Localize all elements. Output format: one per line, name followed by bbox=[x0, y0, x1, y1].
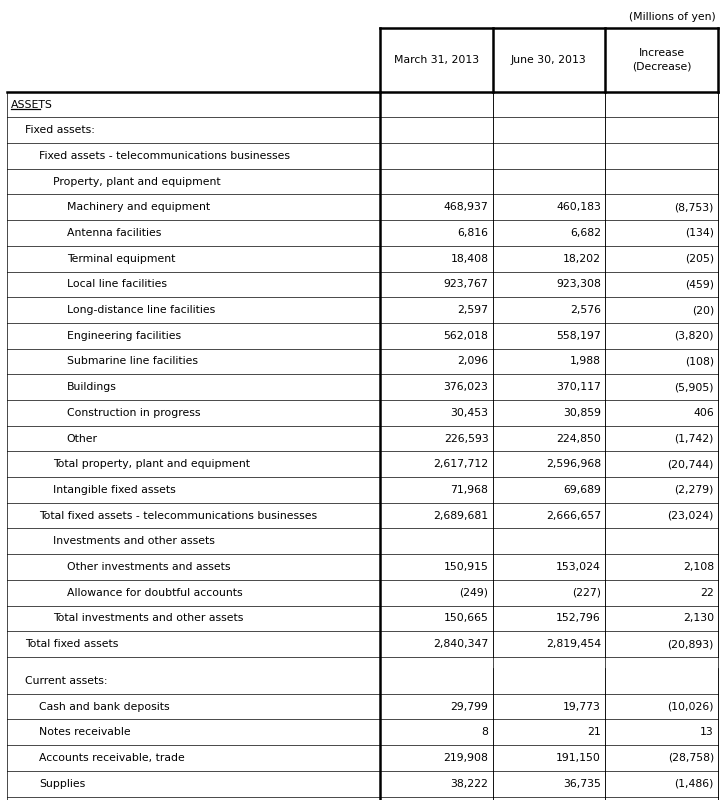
Text: 1,988: 1,988 bbox=[570, 357, 601, 366]
Text: 406: 406 bbox=[693, 408, 714, 418]
Text: 2,130: 2,130 bbox=[683, 614, 714, 623]
Text: 30,859: 30,859 bbox=[563, 408, 601, 418]
Text: (28,758): (28,758) bbox=[668, 753, 714, 763]
Text: Total investments and other assets: Total investments and other assets bbox=[53, 614, 243, 623]
Text: 22: 22 bbox=[700, 588, 714, 598]
Text: 18,408: 18,408 bbox=[450, 254, 489, 264]
Text: March 31, 2013: March 31, 2013 bbox=[394, 54, 479, 65]
Text: Current assets:: Current assets: bbox=[25, 676, 107, 686]
Text: 2,597: 2,597 bbox=[457, 305, 489, 315]
Text: 30,453: 30,453 bbox=[450, 408, 489, 418]
Text: Other investments and assets: Other investments and assets bbox=[67, 562, 230, 572]
Text: 153,024: 153,024 bbox=[556, 562, 601, 572]
Text: Other: Other bbox=[67, 434, 98, 443]
Text: 191,150: 191,150 bbox=[556, 753, 601, 763]
Text: (8,753): (8,753) bbox=[674, 202, 714, 212]
Text: 562,018: 562,018 bbox=[444, 330, 489, 341]
Text: Fixed assets:: Fixed assets: bbox=[25, 126, 95, 135]
Text: 2,666,657: 2,666,657 bbox=[546, 510, 601, 521]
Text: (3,820): (3,820) bbox=[674, 330, 714, 341]
Text: 69,689: 69,689 bbox=[563, 485, 601, 495]
Text: Terminal equipment: Terminal equipment bbox=[67, 254, 175, 264]
Text: 2,819,454: 2,819,454 bbox=[546, 639, 601, 649]
Text: (20,744): (20,744) bbox=[668, 459, 714, 470]
Text: ASSETS: ASSETS bbox=[11, 99, 53, 110]
Text: Engineering facilities: Engineering facilities bbox=[67, 330, 181, 341]
Text: 460,183: 460,183 bbox=[556, 202, 601, 212]
Text: 224,850: 224,850 bbox=[556, 434, 601, 443]
Text: Local line facilities: Local line facilities bbox=[67, 279, 167, 290]
Text: 6,682: 6,682 bbox=[570, 228, 601, 238]
Text: (108): (108) bbox=[685, 357, 714, 366]
Text: 150,665: 150,665 bbox=[444, 614, 489, 623]
Text: Construction in progress: Construction in progress bbox=[67, 408, 200, 418]
Text: Investments and other assets: Investments and other assets bbox=[53, 536, 215, 546]
Text: (20,893): (20,893) bbox=[668, 639, 714, 649]
Text: 29,799: 29,799 bbox=[451, 702, 489, 711]
Text: June 30, 2013: June 30, 2013 bbox=[511, 54, 587, 65]
Text: Long-distance line facilities: Long-distance line facilities bbox=[67, 305, 215, 315]
Text: 558,197: 558,197 bbox=[556, 330, 601, 341]
Text: Accounts receivable, trade: Accounts receivable, trade bbox=[39, 753, 185, 763]
Text: Total fixed assets: Total fixed assets bbox=[25, 639, 118, 649]
Text: Cash and bank deposits: Cash and bank deposits bbox=[39, 702, 170, 711]
Text: 2,096: 2,096 bbox=[457, 357, 489, 366]
Text: (20): (20) bbox=[692, 305, 714, 315]
Text: (227): (227) bbox=[572, 588, 601, 598]
Text: 18,202: 18,202 bbox=[563, 254, 601, 264]
Text: 923,308: 923,308 bbox=[556, 279, 601, 290]
Text: 2,108: 2,108 bbox=[683, 562, 714, 572]
Text: 2,617,712: 2,617,712 bbox=[434, 459, 489, 470]
Text: (205): (205) bbox=[685, 254, 714, 264]
Text: 150,915: 150,915 bbox=[444, 562, 489, 572]
Text: 2,596,968: 2,596,968 bbox=[546, 459, 601, 470]
Text: 21: 21 bbox=[587, 727, 601, 738]
Text: Notes receivable: Notes receivable bbox=[39, 727, 130, 738]
Text: 226,593: 226,593 bbox=[444, 434, 489, 443]
Text: Property, plant and equipment: Property, plant and equipment bbox=[53, 177, 220, 186]
Text: Total property, plant and equipment: Total property, plant and equipment bbox=[53, 459, 250, 470]
Text: Intangible fixed assets: Intangible fixed assets bbox=[53, 485, 175, 495]
Text: Antenna facilities: Antenna facilities bbox=[67, 228, 161, 238]
Text: Fixed assets - telecommunications businesses: Fixed assets - telecommunications busine… bbox=[39, 151, 290, 161]
Text: (134): (134) bbox=[685, 228, 714, 238]
Text: 2,689,681: 2,689,681 bbox=[434, 510, 489, 521]
Text: 8: 8 bbox=[481, 727, 489, 738]
Text: Supplies: Supplies bbox=[39, 778, 85, 789]
Text: Allowance for doubtful accounts: Allowance for doubtful accounts bbox=[67, 588, 242, 598]
Text: (5,905): (5,905) bbox=[674, 382, 714, 392]
Text: (23,024): (23,024) bbox=[668, 510, 714, 521]
Text: 6,816: 6,816 bbox=[457, 228, 489, 238]
Text: Submarine line facilities: Submarine line facilities bbox=[67, 357, 198, 366]
Text: (459): (459) bbox=[685, 279, 714, 290]
Text: (Millions of yen): (Millions of yen) bbox=[629, 12, 716, 22]
Text: (10,026): (10,026) bbox=[668, 702, 714, 711]
Text: 2,576: 2,576 bbox=[570, 305, 601, 315]
Text: 2,840,347: 2,840,347 bbox=[434, 639, 489, 649]
Text: (249): (249) bbox=[460, 588, 489, 598]
Text: 71,968: 71,968 bbox=[451, 485, 489, 495]
Text: 152,796: 152,796 bbox=[556, 614, 601, 623]
Text: 36,735: 36,735 bbox=[563, 778, 601, 789]
Text: (1,742): (1,742) bbox=[674, 434, 714, 443]
Text: 923,767: 923,767 bbox=[444, 279, 489, 290]
Text: 468,937: 468,937 bbox=[444, 202, 489, 212]
Text: 219,908: 219,908 bbox=[444, 753, 489, 763]
Text: 370,117: 370,117 bbox=[556, 382, 601, 392]
Text: 376,023: 376,023 bbox=[444, 382, 489, 392]
Text: 13: 13 bbox=[700, 727, 714, 738]
Text: 19,773: 19,773 bbox=[563, 702, 601, 711]
Text: (1,486): (1,486) bbox=[674, 778, 714, 789]
Text: 38,222: 38,222 bbox=[451, 778, 489, 789]
Text: (2,279): (2,279) bbox=[674, 485, 714, 495]
Text: Increase
(Decrease): Increase (Decrease) bbox=[631, 48, 691, 71]
Text: Total fixed assets - telecommunications businesses: Total fixed assets - telecommunications … bbox=[39, 510, 317, 521]
Text: Buildings: Buildings bbox=[67, 382, 117, 392]
Text: Machinery and equipment: Machinery and equipment bbox=[67, 202, 210, 212]
